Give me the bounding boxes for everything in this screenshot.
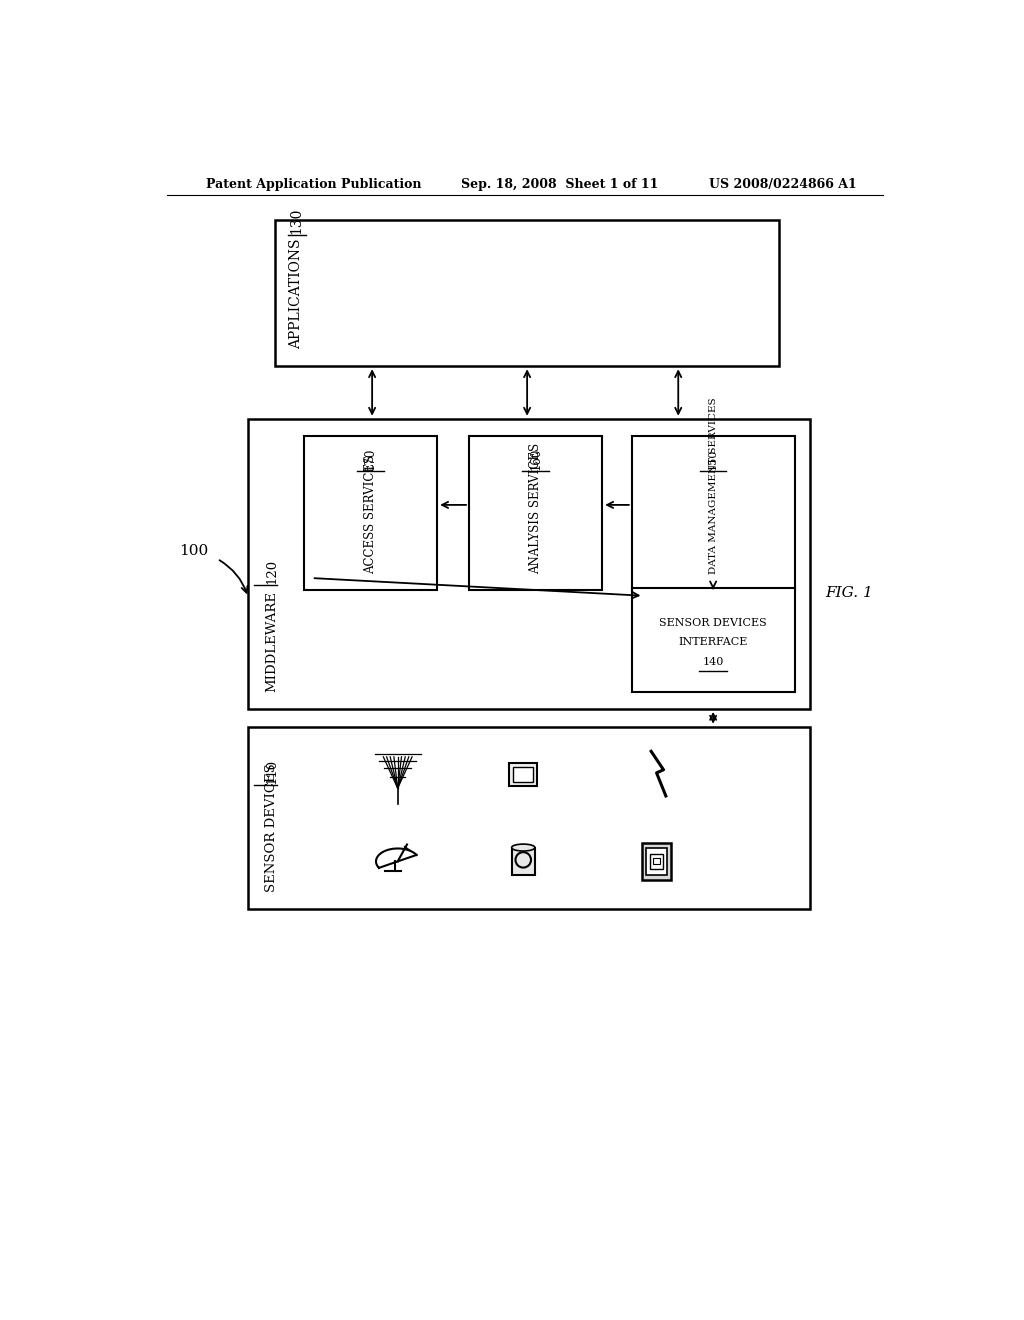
- Bar: [304, 436, 437, 590]
- Bar: [248, 726, 810, 909]
- Text: Patent Application Publication: Patent Application Publication: [206, 178, 421, 190]
- Bar: [646, 847, 668, 875]
- Text: 170: 170: [365, 447, 377, 470]
- Text: DATA MANAGEMENT SERVICES: DATA MANAGEMENT SERVICES: [709, 397, 718, 574]
- Text: 140: 140: [702, 656, 724, 667]
- Text: US 2008/0224866 A1: US 2008/0224866 A1: [710, 178, 857, 190]
- Text: 110: 110: [265, 759, 279, 784]
- Text: 100: 100: [179, 544, 209, 558]
- Text: SENSOR DEVICES: SENSOR DEVICES: [659, 618, 767, 628]
- Text: FIG. 1: FIG. 1: [825, 586, 873, 601]
- Text: 130: 130: [289, 207, 303, 234]
- Text: INTERFACE: INTERFACE: [679, 636, 748, 647]
- Bar: [632, 436, 795, 590]
- Bar: [642, 843, 672, 880]
- Bar: [512, 847, 535, 875]
- Text: 160: 160: [529, 447, 542, 470]
- Bar: [652, 858, 660, 865]
- Text: ANALYSIS SERVICES: ANALYSIS SERVICES: [529, 444, 542, 574]
- Bar: [513, 767, 534, 781]
- Text: Sep. 18, 2008  Sheet 1 of 11: Sep. 18, 2008 Sheet 1 of 11: [461, 178, 658, 190]
- Text: ACCESS SERVICES: ACCESS SERVICES: [365, 455, 377, 574]
- Bar: [650, 854, 663, 869]
- Text: 120: 120: [265, 560, 279, 585]
- Bar: [632, 589, 795, 692]
- Bar: [469, 436, 602, 590]
- Text: MIDDLEWARE: MIDDLEWARE: [265, 591, 279, 692]
- Text: 150: 150: [709, 449, 718, 470]
- Bar: [248, 418, 810, 709]
- Bar: [275, 220, 779, 367]
- Text: APPLICATIONS: APPLICATIONS: [289, 239, 303, 350]
- Text: SENSOR DEVICES: SENSOR DEVICES: [265, 763, 279, 892]
- Ellipse shape: [512, 843, 535, 851]
- Bar: [509, 763, 538, 785]
